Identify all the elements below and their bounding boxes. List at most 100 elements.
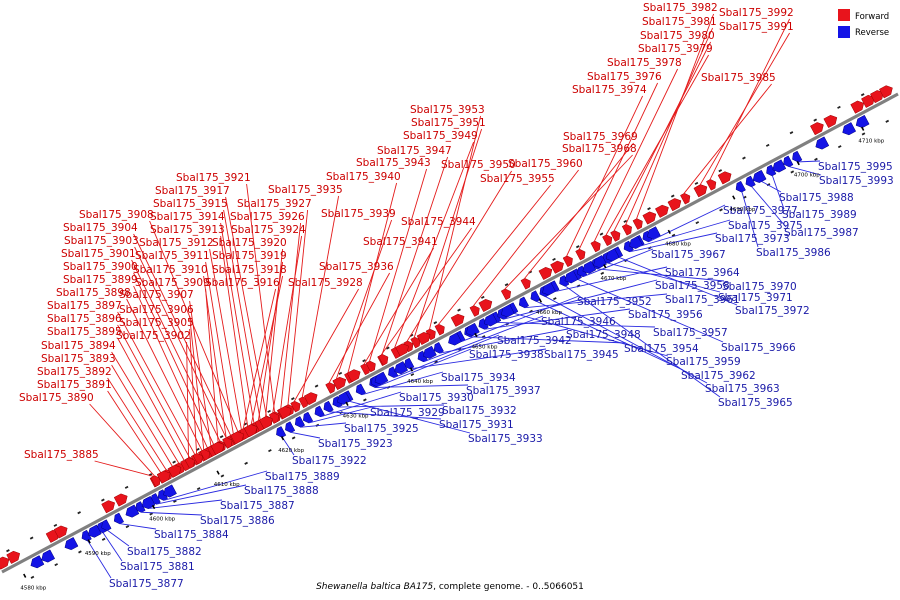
gene-label-forward[interactable]: Sbal175_3936 <box>319 261 394 273</box>
gene-label-forward[interactable]: Sbal175_3914 <box>150 211 225 223</box>
gene-label-reverse[interactable]: Sbal175_3942 <box>497 335 572 347</box>
gene-label-reverse[interactable]: Sbal175_3931 <box>439 419 514 431</box>
gene-label-reverse[interactable]: Sbal175_3971 <box>718 292 793 304</box>
gene-label-forward[interactable]: Sbal175_3947 <box>377 145 452 157</box>
gene-label-forward[interactable]: Sbal175_3902 <box>116 330 191 342</box>
gene-label-reverse[interactable]: Sbal175_3995 <box>818 161 893 173</box>
gene-label-forward[interactable]: Sbal175_3916 <box>205 277 280 289</box>
gene-label-reverse[interactable]: Sbal175_3977 <box>723 205 798 217</box>
gene-label-reverse[interactable]: Sbal175_3956 <box>628 309 703 321</box>
gene-label-forward[interactable]: Sbal175_3904 <box>63 222 138 234</box>
gene-label-reverse[interactable]: Sbal175_3986 <box>756 247 831 259</box>
gene-label-reverse[interactable]: Sbal175_3887 <box>220 500 295 512</box>
gene-label-forward[interactable]: Sbal175_3926 <box>230 211 305 223</box>
gene-label-forward[interactable]: Sbal175_3935 <box>268 184 343 196</box>
gene-label-reverse[interactable]: Sbal175_3881 <box>120 561 195 573</box>
gene-label-forward[interactable]: Sbal175_3953 <box>410 104 485 116</box>
gene-label-forward[interactable]: Sbal175_3892 <box>37 366 112 378</box>
gene-label-reverse[interactable]: Sbal175_3967 <box>651 249 726 261</box>
gene-label-reverse[interactable]: Sbal175_3952 <box>577 296 652 308</box>
gene-label-forward[interactable]: Sbal175_3918 <box>212 264 287 276</box>
gene-label-forward[interactable]: Sbal175_3979 <box>638 43 713 55</box>
gene-label-reverse[interactable]: Sbal175_3925 <box>344 423 419 435</box>
gene-label-reverse[interactable]: Sbal175_3923 <box>318 438 393 450</box>
gene-label-forward[interactable]: Sbal175_3898 <box>56 287 131 299</box>
gene-label-reverse[interactable]: Sbal175_3937 <box>466 385 541 397</box>
gene-label-forward[interactable]: Sbal175_3921 <box>176 172 251 184</box>
gene-label-reverse[interactable]: Sbal175_3963 <box>705 383 780 395</box>
gene-label-forward[interactable]: Sbal175_3951 <box>411 117 486 129</box>
gene-label-forward[interactable]: Sbal175_3907 <box>119 289 194 301</box>
gene-label-forward[interactable]: Sbal175_3992 <box>719 7 794 19</box>
gene-label-forward[interactable]: Sbal175_3943 <box>356 157 431 169</box>
gene-label-forward[interactable]: Sbal175_3891 <box>37 379 112 391</box>
gene-label-reverse[interactable]: Sbal175_3961 <box>665 294 740 306</box>
gene-label-forward[interactable]: Sbal175_3906 <box>119 304 194 316</box>
gene-label-forward[interactable]: Sbal175_3968 <box>562 143 637 155</box>
gene-label-forward[interactable]: Sbal175_3895 <box>47 326 122 338</box>
gene-label-forward[interactable]: Sbal175_3894 <box>41 340 116 352</box>
gene-label-reverse[interactable]: Sbal175_3929 <box>370 407 445 419</box>
gene-label-forward[interactable]: Sbal175_3911 <box>135 250 210 262</box>
gene-label-reverse[interactable]: Sbal175_3962 <box>681 370 756 382</box>
gene-label-reverse[interactable]: Sbal175_3954 <box>624 343 699 355</box>
gene-label-forward[interactable]: Sbal175_3928 <box>288 277 363 289</box>
gene-label-forward[interactable]: Sbal175_3976 <box>587 71 662 83</box>
gene-label-reverse[interactable]: Sbal175_3957 <box>653 327 728 339</box>
gene-label-forward[interactable]: Sbal175_3917 <box>155 185 230 197</box>
gene-label-forward[interactable]: Sbal175_3910 <box>133 264 208 276</box>
gene-label-forward[interactable]: Sbal175_3885 <box>24 449 99 461</box>
gene-label-reverse[interactable]: Sbal175_3930 <box>399 392 474 404</box>
gene-label-forward[interactable]: Sbal175_3969 <box>563 131 638 143</box>
gene-label-forward[interactable]: Sbal175_3900 <box>63 261 138 273</box>
gene-label-reverse[interactable]: Sbal175_3922 <box>292 455 367 467</box>
gene-label-forward[interactable]: Sbal175_3980 <box>640 30 715 42</box>
gene-label-reverse[interactable]: Sbal175_3964 <box>665 267 740 279</box>
gene-label-reverse[interactable]: Sbal175_3966 <box>721 342 796 354</box>
gene-label-forward[interactable]: Sbal175_3941 <box>363 236 438 248</box>
gene-label-forward[interactable]: Sbal175_3939 <box>321 208 396 220</box>
gene-label-reverse[interactable]: Sbal175_3973 <box>715 233 790 245</box>
gene-label-reverse[interactable]: Sbal175_3972 <box>735 305 810 317</box>
gene-label-reverse[interactable]: Sbal175_3934 <box>441 372 516 384</box>
gene-label-forward[interactable]: Sbal175_3896 <box>47 313 122 325</box>
gene-label-forward[interactable]: Sbal175_3924 <box>231 224 306 236</box>
gene-label-reverse[interactable]: Sbal175_3948 <box>566 329 641 341</box>
gene-label-forward[interactable]: Sbal175_3940 <box>326 171 401 183</box>
gene-label-forward[interactable]: Sbal175_3890 <box>19 392 94 404</box>
gene-label-forward[interactable]: Sbal175_3913 <box>150 224 225 236</box>
gene-label-reverse[interactable]: Sbal175_3933 <box>468 433 543 445</box>
gene-label-forward[interactable]: Sbal175_3944 <box>401 216 476 228</box>
gene-label-forward[interactable]: Sbal175_3899 <box>63 274 138 286</box>
gene-label-reverse[interactable]: Sbal175_3987 <box>784 227 859 239</box>
gene-label-reverse[interactable]: Sbal175_3877 <box>109 578 184 590</box>
gene-label-reverse[interactable]: Sbal175_3993 <box>819 175 894 187</box>
gene-label-forward[interactable]: Sbal175_3991 <box>719 21 794 33</box>
gene-label-forward[interactable]: Sbal175_3955 <box>480 173 555 185</box>
gene-label-reverse[interactable]: Sbal175_3886 <box>200 515 275 527</box>
gene-label-forward[interactable]: Sbal175_3915 <box>153 198 228 210</box>
gene-label-forward[interactable]: Sbal175_3893 <box>41 353 116 365</box>
gene-label-forward[interactable]: Sbal175_3919 <box>212 250 287 262</box>
gene-label-reverse[interactable]: Sbal175_3958 <box>655 280 730 292</box>
gene-label-forward[interactable]: Sbal175_3903 <box>64 235 139 247</box>
gene-label-reverse[interactable]: Sbal175_3932 <box>442 405 517 417</box>
gene-label-forward[interactable]: Sbal175_3897 <box>47 300 122 312</box>
gene-label-forward[interactable]: Sbal175_3982 <box>643 2 718 14</box>
gene-label-reverse[interactable]: Sbal175_3889 <box>265 471 340 483</box>
gene-label-reverse[interactable]: Sbal175_3959 <box>666 356 741 368</box>
gene-label-reverse[interactable]: Sbal175_3945 <box>544 349 619 361</box>
gene-label-forward[interactable]: Sbal175_3985 <box>701 72 776 84</box>
gene-label-forward[interactable]: Sbal175_3949 <box>403 130 478 142</box>
gene-label-reverse[interactable]: Sbal175_3884 <box>154 529 229 541</box>
gene-label-forward[interactable]: Sbal175_3978 <box>607 57 682 69</box>
gene-label-forward[interactable]: Sbal175_3927 <box>237 198 312 210</box>
gene-label-reverse[interactable]: Sbal175_3965 <box>718 397 793 409</box>
gene-label-forward[interactable]: Sbal175_3960 <box>508 158 583 170</box>
gene-label-forward[interactable]: Sbal175_3981 <box>642 16 717 28</box>
gene-label-reverse[interactable]: Sbal175_3989 <box>782 209 857 221</box>
gene-label-reverse[interactable]: Sbal175_3970 <box>722 281 797 293</box>
gene-label-reverse[interactable]: Sbal175_3882 <box>127 546 202 558</box>
gene-label-reverse[interactable]: Sbal175_3946 <box>541 316 616 328</box>
gene-label-reverse[interactable]: Sbal175_3938 <box>469 349 544 361</box>
